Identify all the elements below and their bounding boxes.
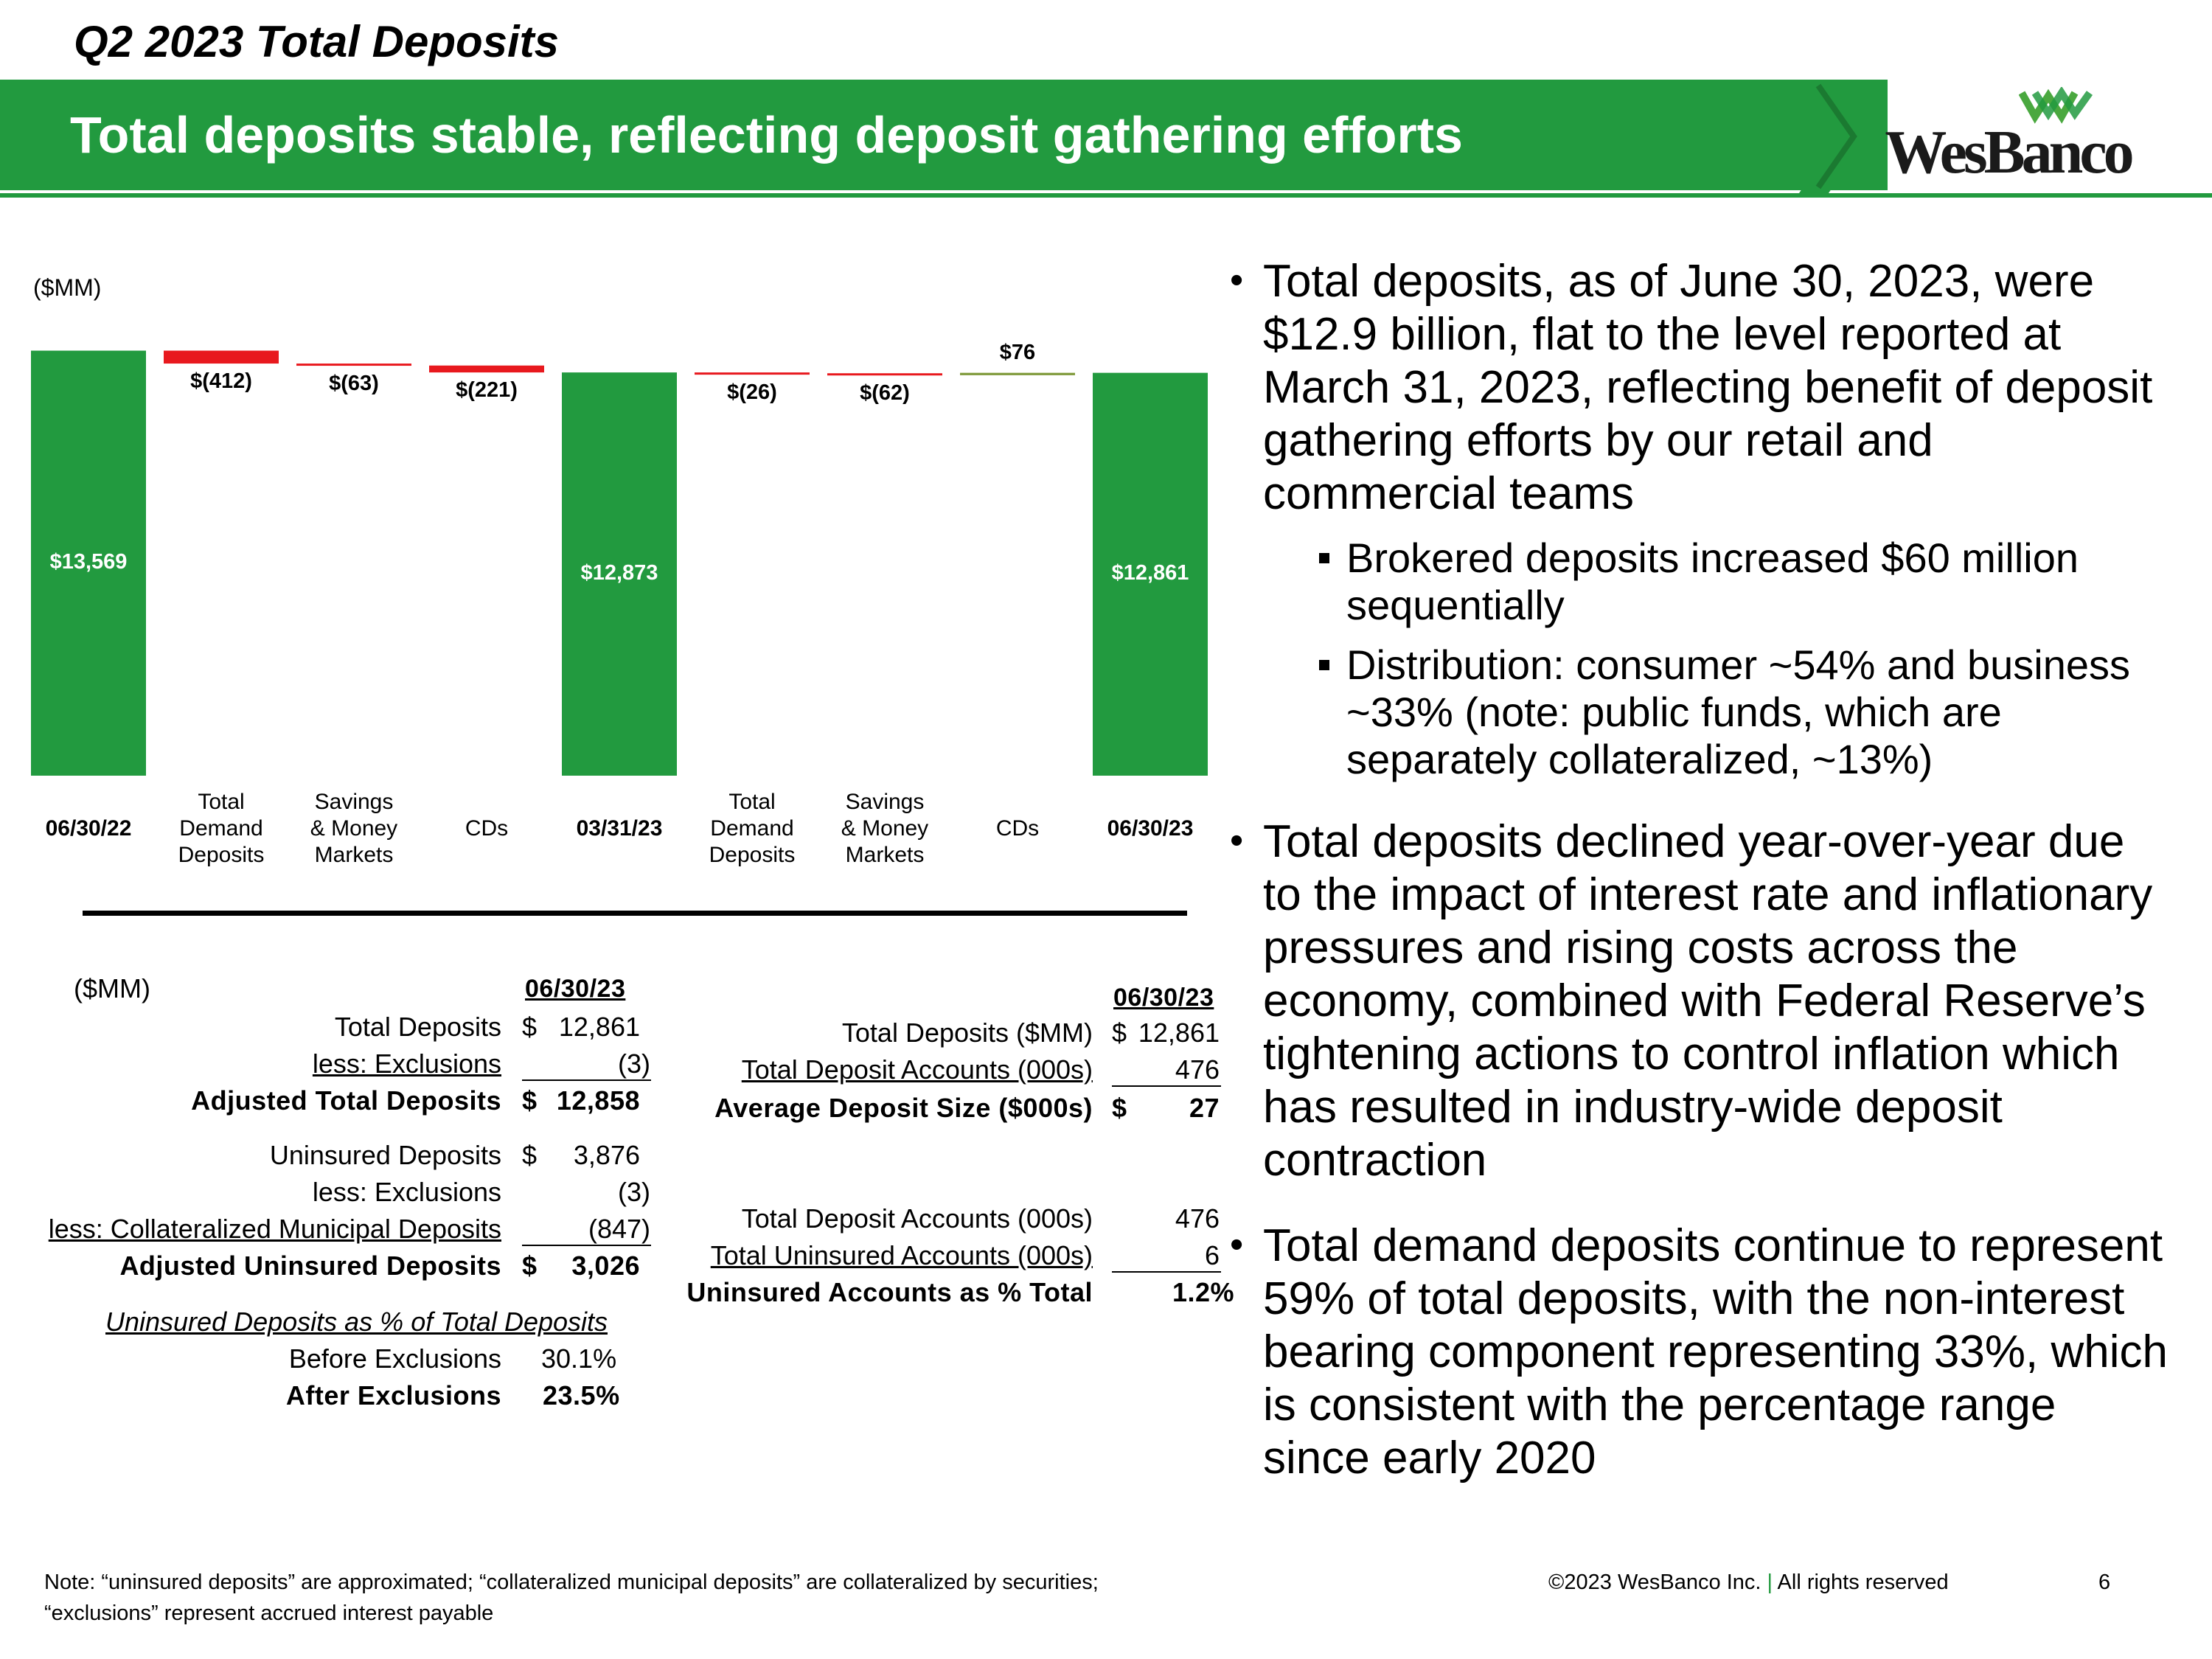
table-row-label: Total Deposits: [334, 1012, 501, 1042]
footer-copyright: ©2023 WesBanco Inc. | All rights reserve…: [1548, 1568, 1949, 1597]
x-axis-label: Total Demand Deposits: [709, 790, 796, 867]
chart-divider: [83, 911, 1187, 916]
table-underline: [1112, 1085, 1221, 1087]
sub-bullet-marker: [1319, 553, 1329, 563]
bar-total-0: [31, 350, 146, 776]
data-label: $12,873: [580, 560, 658, 585]
logo-mark-icon: [2019, 87, 2093, 124]
banner-arrow-icon: [1799, 80, 1865, 193]
rights-text: All rights reserved: [1777, 1571, 1949, 1594]
table-row-value: 6: [1204, 1240, 1220, 1270]
footnote-line-1: Note: “uninsured deposits” are approxima…: [44, 1571, 1099, 1594]
table-row-label: Total Deposit Accounts (000s): [741, 1203, 1093, 1234]
table-row-label: Average Deposit Size ($000s): [714, 1093, 1093, 1123]
x-axis-label: 03/31/23: [576, 816, 663, 841]
table-header: 06/30/23: [525, 975, 626, 1003]
table-underline: [522, 1079, 651, 1081]
table-underline: [1112, 1271, 1221, 1273]
header-rule: [0, 193, 2212, 198]
x-axis-label: 06/30/23: [1107, 816, 1194, 841]
data-label: $(221): [456, 378, 518, 403]
x-axis-label: CDs: [465, 816, 509, 841]
table-row-currency: $: [522, 1085, 538, 1116]
table-row-label: Total Deposits ($MM): [841, 1018, 1093, 1048]
table-row-label: Total Uninsured Accounts (000s): [710, 1240, 1093, 1270]
table-row-label: less: Collateralized Municipal Deposits: [48, 1214, 501, 1244]
copyright-text: ©2023 WesBanco Inc.: [1548, 1571, 1761, 1594]
table-row-value: (847): [588, 1214, 650, 1244]
data-label: $13,569: [49, 549, 128, 574]
bar-change-2: [296, 364, 411, 366]
bar-change-5: [695, 372, 810, 375]
table-row-value: (3): [618, 1177, 650, 1207]
sub-bullet-item: Distribution: consumer ~54% and business…: [1346, 641, 2131, 782]
table-row-label: Uninsured Accounts as % Total: [686, 1277, 1093, 1307]
pct-row-value: 23.5%: [543, 1380, 620, 1411]
bar-change-7: [960, 372, 1075, 375]
table-row-label: Adjusted Total Deposits: [191, 1085, 501, 1116]
table-row-currency: $: [1112, 1018, 1127, 1048]
waterfall-chart: [31, 350, 1208, 776]
table-row-value: 476: [1175, 1054, 1220, 1085]
table-row-value: 12,861: [558, 1012, 640, 1042]
bullet-marker: •: [1230, 259, 1244, 302]
table-row-value: (3): [618, 1048, 650, 1079]
table-row-value: 12,861: [1138, 1018, 1220, 1048]
bar-total-4: [562, 372, 677, 776]
bar-change-3: [429, 365, 544, 373]
x-axis-label: 06/30/22: [45, 816, 132, 841]
bar-change-6: [827, 373, 942, 376]
table-row-currency: $: [522, 1012, 538, 1042]
page-number: 6: [2098, 1571, 2111, 1594]
table-row-label: Uninsured Deposits: [269, 1140, 501, 1170]
table-row-label: Adjusted Uninsured Deposits: [119, 1251, 501, 1281]
table-row-value: 3,876: [573, 1140, 640, 1170]
data-label: $(26): [727, 380, 777, 405]
slide-kicker: Q2 2023 Total Deposits: [74, 17, 560, 66]
table-row-currency: $: [1112, 1093, 1127, 1123]
chart-unit-label: ($MM): [33, 274, 102, 301]
table-row-value: 1.2%: [1172, 1277, 1234, 1307]
data-label: $(62): [860, 381, 910, 406]
x-axis-label: CDs: [995, 816, 1040, 841]
bar-change-1: [164, 350, 279, 364]
footnote-line-2: “exclusions” represent accrued interest …: [44, 1601, 494, 1625]
bar-total-8: [1093, 372, 1208, 776]
table-underline: [522, 1245, 651, 1246]
bullet-item: Total deposits, as of June 30, 2023, wer…: [1263, 256, 2153, 519]
data-label: $76: [999, 340, 1036, 364]
table-row-value: 476: [1175, 1203, 1220, 1234]
table-row-currency: $: [522, 1251, 538, 1281]
table-row-currency: $: [522, 1140, 538, 1170]
sub-bullet-item: Brokered deposits increased $60 million …: [1346, 535, 2079, 628]
bullet-marker: •: [1230, 819, 1244, 862]
data-label: $(63): [329, 372, 379, 396]
table-row-value: 3,026: [571, 1251, 640, 1281]
table-header: 06/30/23: [1113, 984, 1214, 1012]
sub-bullet-marker: [1319, 660, 1329, 670]
table-unit-label: ($MM): [74, 973, 150, 1004]
footer-separator: |: [1767, 1571, 1773, 1594]
logo-wordmark: WesBanco: [1885, 118, 2134, 187]
wesbanco-logo: WesBanco: [1879, 87, 2137, 190]
page-title: Total deposits stable, reflecting deposi…: [70, 106, 1463, 164]
pct-row-value: 30.1%: [541, 1343, 617, 1374]
table-row-label: less: Exclusions: [312, 1048, 501, 1079]
bullet-marker: •: [1230, 1223, 1244, 1266]
x-axis-label: Savings & Money Markets: [841, 790, 929, 867]
table-row-label: Total Deposit Accounts (000s): [741, 1054, 1093, 1085]
title-banner: Total deposits stable, reflecting deposi…: [0, 80, 1888, 190]
x-axis-label: Total Demand Deposits: [178, 790, 265, 867]
table-row-value: 12,858: [556, 1085, 640, 1116]
data-label: $(412): [190, 369, 252, 394]
pct-row-label: Before Exclusions: [288, 1343, 501, 1374]
pct-title: Uninsured Deposits as % of Total Deposit…: [105, 1307, 608, 1337]
x-axis-label: Savings & Money Markets: [310, 790, 398, 867]
bullet-item: Total deposits declined year-over-year d…: [1263, 816, 2153, 1186]
bullet-item: Total demand deposits continue to repres…: [1263, 1220, 2168, 1484]
table-row-label: less: Exclusions: [312, 1177, 501, 1207]
pct-row-label: After Exclusions: [285, 1380, 501, 1411]
table-row-value: 27: [1189, 1093, 1220, 1123]
data-label: $12,861: [1111, 560, 1189, 585]
